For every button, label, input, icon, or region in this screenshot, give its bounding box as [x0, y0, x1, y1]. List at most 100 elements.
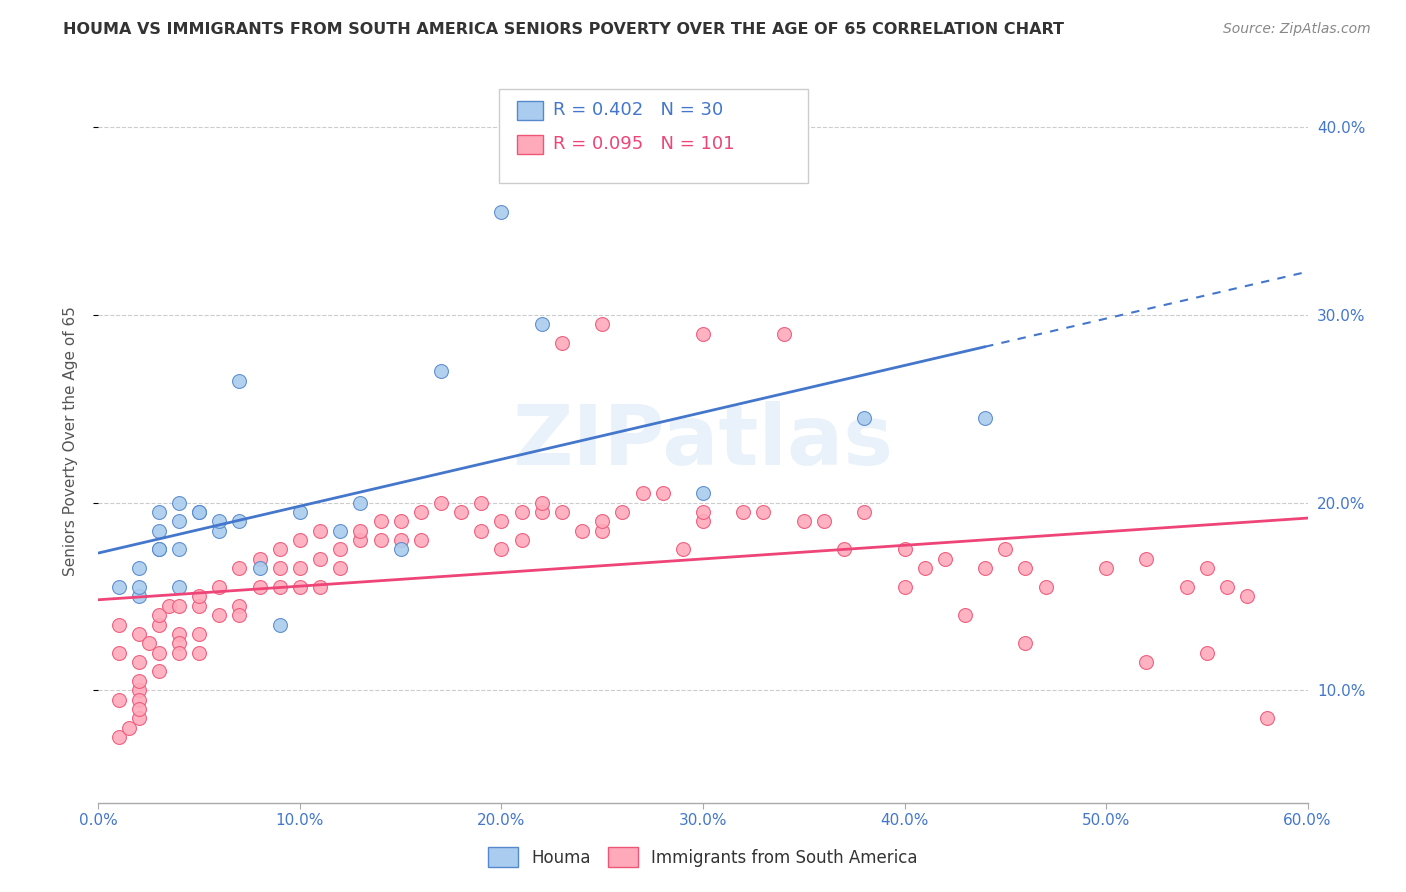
Point [692, 514, 714, 528]
Point [752, 505, 775, 519]
Point [167, 514, 190, 528]
Point [228, 561, 250, 575]
Point [167, 495, 190, 509]
Point [128, 683, 150, 698]
Point [1195, 646, 1218, 660]
Point [370, 533, 392, 547]
Point [813, 514, 835, 528]
Point [188, 505, 211, 519]
Point [269, 542, 291, 557]
Point [974, 561, 997, 575]
Point [651, 486, 673, 500]
Point [228, 374, 250, 388]
Point [128, 702, 150, 716]
Point [208, 524, 231, 538]
Point [470, 524, 492, 538]
Point [612, 505, 634, 519]
Point [591, 318, 613, 332]
Point [1014, 636, 1036, 650]
Point [148, 505, 170, 519]
Point [128, 673, 150, 688]
Point [118, 721, 141, 735]
Point [551, 505, 574, 519]
Point [1135, 551, 1157, 566]
Point [107, 646, 129, 660]
Point [1095, 561, 1118, 575]
Text: R = 0.095   N = 101: R = 0.095 N = 101 [553, 135, 734, 153]
Point [138, 636, 160, 650]
Point [249, 561, 271, 575]
Point [208, 514, 231, 528]
Point [994, 542, 1017, 557]
Point [309, 524, 332, 538]
Point [349, 495, 371, 509]
Point [571, 524, 593, 538]
Point [128, 590, 150, 604]
Point [107, 692, 129, 706]
Point [510, 533, 533, 547]
Point [148, 524, 170, 538]
Point [430, 364, 453, 378]
Point [893, 542, 915, 557]
Point [288, 533, 311, 547]
Point [188, 627, 211, 641]
Point [733, 505, 755, 519]
Point [370, 514, 392, 528]
Point [148, 542, 170, 557]
Point [167, 627, 190, 641]
Point [188, 590, 211, 604]
Point [692, 486, 714, 500]
Point [893, 580, 915, 594]
Point [157, 599, 180, 613]
Point [389, 514, 412, 528]
Point [491, 204, 513, 219]
Point [1236, 590, 1258, 604]
Point [591, 514, 613, 528]
Point [1035, 580, 1057, 594]
Point [128, 711, 150, 725]
Point [953, 608, 976, 623]
Point [188, 505, 211, 519]
Text: ZIPatlas: ZIPatlas [513, 401, 893, 482]
Point [389, 542, 412, 557]
Point [128, 655, 150, 669]
Point [148, 608, 170, 623]
Point [974, 411, 997, 425]
Point [128, 627, 150, 641]
Point [249, 580, 271, 594]
Point [491, 514, 513, 528]
Point [409, 505, 432, 519]
Point [692, 505, 714, 519]
Point [530, 505, 553, 519]
Point [530, 318, 553, 332]
Point [228, 599, 250, 613]
Point [167, 599, 190, 613]
Point [329, 542, 352, 557]
Point [288, 561, 311, 575]
Point [309, 580, 332, 594]
Point [349, 533, 371, 547]
Point [530, 495, 553, 509]
Legend: Houma, Immigrants from South America: Houma, Immigrants from South America [482, 840, 924, 874]
Point [470, 495, 492, 509]
Point [1256, 711, 1278, 725]
Point [188, 646, 211, 660]
Point [269, 561, 291, 575]
Point [672, 542, 695, 557]
Point [269, 580, 291, 594]
Point [167, 636, 190, 650]
Point [1216, 580, 1239, 594]
Point [1014, 561, 1036, 575]
Point [832, 542, 855, 557]
Y-axis label: Seniors Poverty Over the Age of 65: Seniors Poverty Over the Age of 65 [63, 307, 77, 576]
Point [510, 505, 533, 519]
Point [329, 561, 352, 575]
Point [107, 730, 129, 744]
Point [349, 524, 371, 538]
Point [107, 580, 129, 594]
Point [288, 505, 311, 519]
Point [148, 617, 170, 632]
Point [249, 551, 271, 566]
Point [409, 533, 432, 547]
Point [309, 551, 332, 566]
